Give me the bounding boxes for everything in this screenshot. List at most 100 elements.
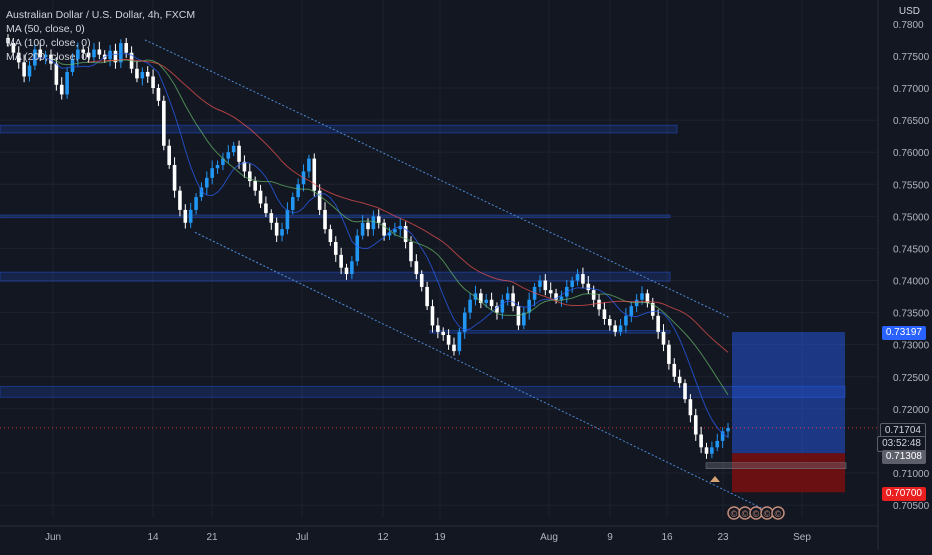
candle-body bbox=[178, 190, 182, 210]
candle-body bbox=[86, 52, 91, 58]
y-tick-label: 0.72000 bbox=[893, 405, 930, 416]
candle-body bbox=[307, 158, 311, 172]
candle-body bbox=[720, 431, 725, 441]
event-icon-glyph: © bbox=[731, 509, 738, 519]
candle-body bbox=[452, 344, 456, 352]
x-tick-label: Jun bbox=[45, 532, 61, 543]
y-tick-label: 0.72500 bbox=[893, 373, 930, 384]
candle-body bbox=[140, 71, 145, 79]
candle-body bbox=[366, 222, 370, 230]
y-tick-label: 0.73000 bbox=[893, 341, 930, 352]
y-tick-label: 0.71000 bbox=[893, 469, 930, 480]
candle-body bbox=[156, 88, 161, 101]
candle-body bbox=[479, 293, 483, 303]
candle-body bbox=[290, 197, 295, 210]
candle-body bbox=[403, 225, 408, 242]
candle-body bbox=[699, 434, 703, 448]
candle-body bbox=[119, 43, 123, 63]
ma200-label[interactable]: MA (200, close, 0) bbox=[6, 51, 91, 63]
candle-body bbox=[226, 152, 231, 159]
candle-body bbox=[393, 229, 397, 233]
candle-body bbox=[188, 209, 193, 223]
candle-body bbox=[162, 100, 166, 146]
candle-body bbox=[672, 363, 677, 377]
y-tick-label: 0.76500 bbox=[893, 116, 930, 127]
sr-zone bbox=[0, 214, 671, 219]
candle-body bbox=[253, 181, 257, 191]
candle-body bbox=[554, 293, 558, 300]
candle-body bbox=[38, 49, 43, 58]
candle-body bbox=[269, 213, 274, 223]
candle-body bbox=[624, 315, 628, 326]
candle-body bbox=[108, 50, 112, 60]
candle-body bbox=[22, 62, 26, 77]
candle-body bbox=[11, 43, 16, 53]
candle-body bbox=[242, 161, 247, 172]
x-tick-label: Sep bbox=[793, 532, 811, 543]
candle-body bbox=[527, 299, 531, 313]
candle-body bbox=[629, 306, 634, 316]
y-tick-label: 0.73500 bbox=[893, 309, 930, 320]
candle-body bbox=[65, 71, 69, 95]
event-icon-glyph: © bbox=[764, 509, 771, 519]
x-tick-label: 14 bbox=[147, 532, 159, 543]
entry-price-tag: 0.71308 bbox=[881, 450, 926, 464]
candle-body bbox=[59, 84, 64, 95]
x-tick-label: 23 bbox=[717, 532, 729, 543]
candle-body bbox=[419, 274, 424, 287]
candle-body bbox=[645, 293, 650, 303]
candle-body bbox=[667, 344, 671, 364]
candle-body bbox=[575, 274, 580, 281]
y-tick-label: 0.76000 bbox=[893, 148, 930, 159]
candle-body bbox=[495, 306, 499, 313]
event-icon bbox=[771, 506, 785, 520]
candle-body bbox=[215, 165, 220, 169]
candle-body bbox=[76, 49, 80, 60]
sr-zone bbox=[0, 124, 678, 134]
candle-body bbox=[43, 54, 48, 58]
candle-body bbox=[462, 312, 467, 332]
candle-body bbox=[398, 225, 403, 230]
candle-body bbox=[538, 280, 542, 287]
ma100-label[interactable]: MA (100, close, 0) bbox=[6, 37, 91, 49]
candle-body bbox=[312, 158, 317, 191]
candle-body bbox=[656, 315, 660, 332]
signal-arrow-icon bbox=[710, 476, 720, 482]
candle-body bbox=[81, 49, 86, 53]
stop-price-tag: 0.70700 bbox=[881, 487, 926, 501]
y-tick-label: 0.77000 bbox=[893, 84, 930, 95]
candle-body bbox=[522, 312, 526, 326]
candle-body bbox=[27, 65, 32, 77]
candle-body bbox=[54, 63, 59, 85]
x-tick-label: 21 bbox=[206, 532, 218, 543]
chart-legend: Australian Dollar / U.S. Dollar, 4h, FXC… bbox=[6, 8, 195, 64]
y-tick-label: 0.74500 bbox=[893, 244, 930, 255]
candle-body bbox=[97, 49, 102, 55]
candle-body bbox=[274, 222, 279, 236]
candle-body bbox=[344, 267, 349, 275]
entry-box bbox=[705, 462, 847, 469]
loss-zone bbox=[732, 453, 845, 493]
candle-body bbox=[484, 299, 489, 303]
candle-body bbox=[33, 49, 37, 66]
currency-label: USD bbox=[898, 6, 920, 17]
candle-body bbox=[505, 293, 510, 300]
candle-body bbox=[581, 274, 585, 284]
y-tick-label: 0.7800 bbox=[893, 20, 924, 31]
candle-body bbox=[640, 293, 644, 300]
candle-body bbox=[323, 209, 327, 230]
candle-body bbox=[500, 299, 505, 313]
candle-body bbox=[350, 261, 354, 275]
candle-body bbox=[6, 37, 10, 44]
candle-body bbox=[16, 52, 21, 63]
x-tick-label: 9 bbox=[607, 532, 613, 543]
ma50-label[interactable]: MA (50, close, 0) bbox=[6, 23, 85, 35]
candle-body bbox=[194, 197, 198, 210]
candle-body bbox=[258, 190, 263, 204]
candle-body bbox=[511, 293, 515, 307]
chart-title: Australian Dollar / U.S. Dollar, 4h, FXC… bbox=[6, 9, 196, 21]
x-tick-label: Jul bbox=[296, 532, 309, 543]
candle-body bbox=[371, 216, 376, 230]
